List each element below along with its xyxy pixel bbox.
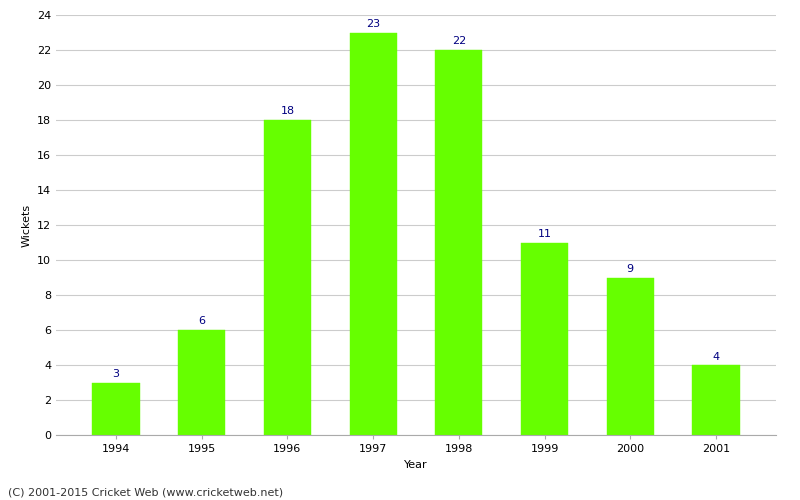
Text: 9: 9 bbox=[626, 264, 634, 274]
Text: 22: 22 bbox=[452, 36, 466, 46]
Text: 23: 23 bbox=[366, 19, 380, 29]
Bar bbox=[178, 330, 226, 435]
Text: (C) 2001-2015 Cricket Web (www.cricketweb.net): (C) 2001-2015 Cricket Web (www.cricketwe… bbox=[8, 488, 283, 498]
Text: 6: 6 bbox=[198, 316, 206, 326]
Bar bbox=[521, 242, 568, 435]
Bar bbox=[350, 32, 397, 435]
Text: 4: 4 bbox=[713, 352, 719, 362]
Bar bbox=[264, 120, 311, 435]
Y-axis label: Wickets: Wickets bbox=[22, 204, 31, 246]
Bar bbox=[435, 50, 482, 435]
Bar bbox=[606, 278, 654, 435]
Text: 11: 11 bbox=[538, 229, 551, 239]
Bar bbox=[693, 365, 739, 435]
Text: 18: 18 bbox=[280, 106, 294, 117]
X-axis label: Year: Year bbox=[404, 460, 428, 469]
Bar bbox=[93, 382, 139, 435]
Text: 3: 3 bbox=[113, 369, 119, 379]
